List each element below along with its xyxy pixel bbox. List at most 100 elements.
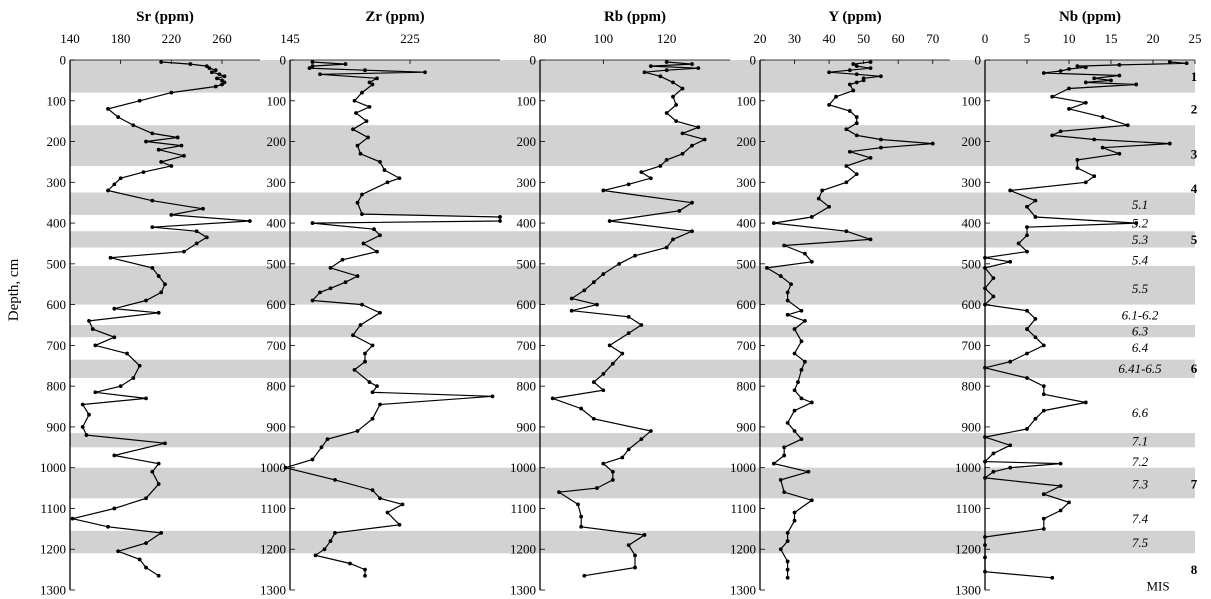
data-point — [642, 70, 647, 75]
depth-tick-label: 400 — [962, 216, 982, 231]
data-point — [626, 543, 631, 548]
data-point — [182, 249, 186, 254]
data-point — [671, 94, 675, 99]
depth-tick-label: 1100 — [730, 501, 756, 516]
data-point — [385, 510, 390, 515]
data-point — [785, 290, 790, 295]
data-point — [639, 323, 644, 327]
data-point — [785, 298, 790, 303]
data-point — [156, 482, 161, 486]
x-tick-label: 225 — [400, 31, 420, 46]
data-point — [591, 280, 596, 285]
mis-label: 7.5 — [1132, 535, 1149, 550]
mis-band — [70, 433, 1195, 448]
data-point — [1033, 198, 1038, 203]
data-point — [490, 394, 495, 399]
data-point — [799, 437, 804, 442]
data-point — [595, 486, 599, 490]
data-point — [93, 343, 98, 348]
data-point — [366, 135, 370, 140]
data-point — [664, 68, 669, 73]
data-point — [159, 60, 164, 64]
mis-band — [70, 125, 1195, 166]
depth-tick-label: 1100 — [955, 501, 981, 516]
data-point — [1033, 316, 1038, 321]
data-point — [983, 459, 987, 464]
data-point — [792, 351, 797, 356]
mis-label: 8 — [1191, 562, 1198, 577]
data-point — [118, 384, 123, 389]
data-point — [1041, 526, 1046, 531]
data-point — [175, 135, 180, 140]
depth-tick-label: 500 — [962, 256, 982, 271]
data-point — [847, 68, 852, 73]
data-point — [991, 451, 996, 456]
data-point — [803, 359, 807, 364]
mis-label: 5.1 — [1132, 197, 1148, 212]
depth-tick-label: 200 — [267, 134, 287, 149]
data-point — [307, 66, 312, 71]
depth-tick-label: 0 — [280, 53, 287, 68]
data-point — [868, 155, 873, 160]
data-point — [1041, 492, 1046, 497]
data-point — [220, 78, 224, 83]
data-point — [690, 62, 694, 66]
data-point — [778, 478, 783, 482]
data-point — [355, 274, 360, 278]
data-point — [1016, 241, 1021, 246]
data-point — [283, 465, 288, 470]
data-point — [983, 555, 987, 560]
data-point — [579, 524, 584, 529]
x-tick-label: 20 — [1147, 31, 1160, 46]
mis-label: 2 — [1191, 101, 1198, 116]
data-point — [188, 62, 193, 66]
data-point — [1025, 204, 1029, 209]
data-point — [352, 367, 357, 372]
data-point — [1075, 64, 1080, 69]
depth-tick-label: 100 — [737, 93, 757, 108]
data-point — [633, 253, 637, 258]
panel-title: Rb (ppm) — [604, 9, 666, 25]
data-point — [106, 107, 110, 111]
data-point — [664, 111, 669, 115]
panel: Sr (ppm) 140 180 220 260 0 100 200 300 400 500 600 7… — [40, 9, 260, 598]
data-point — [664, 245, 669, 250]
x-tick-label: 20 — [754, 31, 767, 46]
data-point — [601, 272, 606, 276]
depth-tick-label: 1300 — [510, 583, 536, 598]
data-point — [879, 137, 883, 142]
data-point — [854, 121, 859, 126]
data-point — [1041, 71, 1046, 75]
data-point — [633, 565, 637, 570]
data-point — [355, 200, 360, 205]
data-point — [674, 119, 679, 124]
depth-tick-label: 800 — [737, 379, 757, 394]
mis-label: 1 — [1191, 69, 1198, 84]
data-point — [1058, 129, 1063, 134]
data-point — [847, 82, 852, 87]
data-point — [1050, 94, 1055, 99]
data-point — [310, 221, 315, 225]
data-point — [367, 104, 372, 109]
x-tick-label: 145 — [280, 31, 300, 46]
depth-tick-label: 500 — [47, 256, 67, 271]
data-point — [664, 60, 669, 64]
data-point — [868, 60, 873, 64]
data-point — [397, 522, 402, 527]
data-point — [1058, 461, 1063, 466]
data-point — [137, 98, 142, 103]
data-point — [1033, 215, 1038, 219]
depth-tick-label: 1100 — [260, 501, 286, 516]
data-point — [182, 153, 186, 158]
depth-tick-label: 600 — [737, 297, 757, 312]
data-point — [150, 225, 155, 230]
data-point — [131, 123, 136, 128]
data-point — [792, 510, 797, 515]
depth-tick-label: 0 — [975, 53, 982, 68]
data-point — [1008, 465, 1013, 470]
data-point — [569, 296, 574, 301]
mis-band — [70, 192, 1195, 215]
depth-tick-label: 800 — [47, 379, 67, 394]
data-point — [696, 125, 701, 130]
data-point — [378, 496, 382, 501]
